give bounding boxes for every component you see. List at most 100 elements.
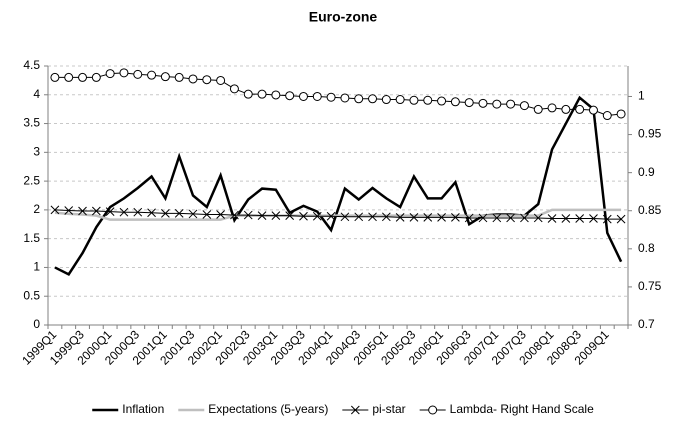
circle-marker — [575, 104, 585, 114]
x-marker — [354, 212, 364, 222]
y2-tick-label: 0.85 — [638, 203, 662, 217]
x-marker — [147, 208, 156, 218]
x-marker — [575, 214, 585, 223]
x-marker-stroke — [147, 208, 156, 218]
x-marker-stroke — [174, 208, 184, 218]
x-marker — [533, 213, 543, 223]
y-tick-label: 4 — [33, 87, 40, 101]
x-marker-stroke — [395, 213, 405, 222]
x-marker-stroke — [257, 211, 267, 220]
x-marker — [50, 205, 60, 215]
circle-marker — [395, 95, 405, 105]
y2-tick-label: 0.8 — [638, 241, 655, 255]
x-marker — [395, 213, 405, 222]
circle-marker — [174, 72, 184, 82]
y2-tick-label: 0.9 — [638, 165, 655, 179]
legend-label: Lambda- Right Hand Scale — [450, 402, 594, 416]
circle-marker — [147, 70, 157, 80]
x-marker-stroke — [354, 212, 364, 222]
x-marker — [437, 213, 446, 222]
y-tick-label: 3 — [33, 145, 40, 159]
x-marker-stroke — [520, 213, 529, 223]
circle-marker — [616, 109, 626, 119]
circle-marker — [50, 72, 60, 82]
x-marker-stroke — [423, 213, 433, 222]
circle-marker — [519, 101, 529, 111]
x-marker-stroke — [409, 213, 419, 222]
circle-marker — [105, 69, 115, 79]
x-marker — [561, 214, 571, 223]
x-marker-stroke — [368, 212, 377, 222]
circle-marker — [202, 75, 212, 85]
x-marker — [119, 207, 129, 217]
circle-marker — [588, 105, 598, 115]
x-marker-stroke — [271, 211, 281, 220]
circle-marker — [133, 69, 143, 79]
x-marker-stroke — [216, 210, 225, 219]
x-marker-stroke — [616, 214, 626, 224]
y-tick-label: 2 — [33, 202, 40, 216]
circle-marker — [216, 75, 226, 85]
x-marker-stroke — [91, 206, 101, 216]
x-marker — [616, 214, 626, 224]
circle-marker — [354, 94, 364, 104]
circle-marker — [478, 98, 488, 108]
x-marker — [326, 211, 336, 221]
x-marker — [368, 212, 377, 222]
circle-marker — [602, 111, 612, 121]
x-marker — [91, 206, 101, 216]
x-marker — [105, 207, 115, 216]
x-marker-stroke — [285, 211, 295, 220]
x-marker — [257, 211, 267, 220]
circle-marker — [78, 72, 88, 82]
x-marker-stroke — [589, 214, 598, 223]
x-marker-stroke — [340, 212, 350, 222]
circle-marker — [326, 92, 336, 102]
x-marker — [478, 213, 488, 223]
x-marker — [340, 212, 350, 222]
x-marker-stroke — [230, 210, 239, 220]
x-marker-stroke — [506, 213, 515, 223]
x-marker — [64, 206, 74, 215]
circle-marker — [271, 90, 281, 100]
circle-marker — [533, 104, 543, 114]
x-marker-stroke — [547, 214, 557, 223]
y2-tick-label: 0.7 — [638, 317, 655, 331]
x-marker-stroke — [381, 212, 391, 222]
x-marker-stroke — [202, 210, 212, 219]
x-marker — [202, 210, 212, 219]
y-tick-label: 3.5 — [23, 116, 40, 130]
x-marker — [299, 211, 308, 221]
x-marker-stroke — [299, 211, 308, 221]
x-marker — [423, 213, 433, 222]
x-marker — [506, 213, 515, 223]
circle-marker — [423, 95, 433, 105]
y2-tick-label: 0.95 — [638, 127, 662, 141]
legend-marker — [350, 405, 360, 415]
x-marker-stroke — [64, 206, 74, 215]
x-marker — [271, 211, 281, 220]
circle-marker — [464, 98, 474, 108]
circle-marker — [506, 99, 516, 109]
x-marker-stroke — [561, 214, 571, 223]
circle-marker — [340, 93, 350, 103]
legend-label: Inflation — [122, 402, 164, 416]
circle-marker — [298, 91, 308, 101]
x-marker-stroke — [243, 210, 253, 220]
x-marker-stroke — [464, 213, 474, 223]
x-marker-stroke — [533, 213, 543, 223]
circle-marker — [119, 68, 129, 78]
circle-marker — [492, 99, 502, 109]
chart-title: Euro-zone — [309, 9, 378, 25]
x-marker-stroke — [451, 213, 460, 222]
circle-marker — [312, 91, 322, 101]
x-marker-stroke — [78, 206, 87, 216]
circle-marker — [368, 94, 378, 104]
x-marker — [451, 213, 460, 222]
circle-marker — [561, 104, 571, 114]
circle-marker — [381, 95, 391, 105]
y-tick-label: 1.5 — [23, 231, 40, 245]
x-marker — [285, 211, 295, 220]
x-marker-stroke — [326, 211, 336, 221]
x-marker-stroke — [492, 213, 502, 223]
